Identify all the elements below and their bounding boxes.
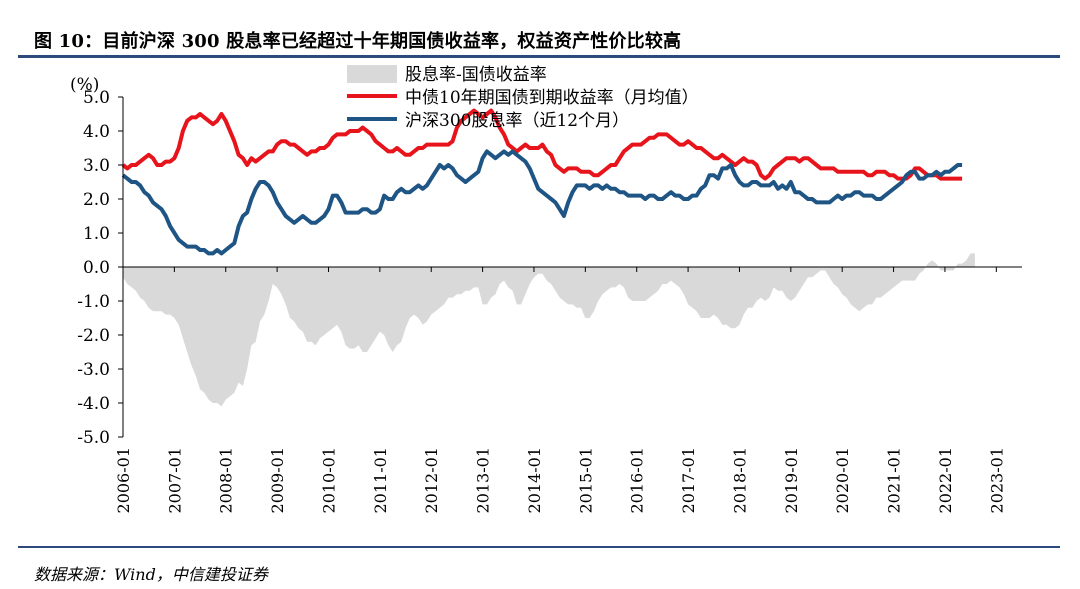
x-tick-label: 2017-01 [679, 447, 698, 513]
x-tick-label: 2021-01 [885, 447, 904, 513]
source-rule [18, 546, 1060, 548]
legend-label-dividend-yield: 沪深300股息率（近12个月） [405, 111, 629, 131]
series-line-bond-yield [121, 108, 963, 181]
x-tick-label: 2013-01 [474, 447, 493, 513]
x-tick-label: 2006-01 [114, 447, 133, 513]
x-tick-label: 2011-01 [371, 447, 390, 513]
x-tick-label: 2007-01 [165, 447, 184, 513]
y-tick-label: 0.0 [83, 258, 110, 278]
y-tick-label: -2.0 [77, 326, 110, 346]
x-tick-label: 2018-01 [730, 447, 749, 513]
y-tick-label: 3.0 [83, 156, 110, 176]
y-tick-label: -1.0 [77, 292, 110, 312]
y-tick-label: -3.0 [77, 360, 110, 380]
legend-swatch-spread [347, 65, 397, 83]
series-area-spread [123, 253, 975, 407]
y-tick-label: -4.0 [77, 394, 110, 414]
x-tick-label: 2012-01 [422, 447, 441, 513]
legend-swatch-dividend-yield [347, 117, 397, 121]
x-tick-label: 2023-01 [987, 447, 1006, 513]
figure-title: 图 10：目前沪深 300 股息率已经超过十年期国债收益率，权益资产性价比较高 [34, 31, 682, 52]
legend-label-spread: 股息率-国债收益率 [405, 65, 547, 85]
figure-source: 数据来源：Wind，中信建投证券 [34, 565, 268, 584]
x-tick-label: 2009-01 [268, 447, 287, 513]
x-tick-label: 2020-01 [833, 447, 852, 513]
y-tick-label: 4.0 [83, 122, 110, 142]
series-line-dividend-yield [121, 149, 963, 256]
y-tick-label: 1.0 [83, 224, 110, 244]
legend-swatch-bond-yield [347, 94, 397, 98]
x-tick-label: 2016-01 [628, 447, 647, 513]
x-tick-label: 2019-01 [782, 447, 801, 513]
x-tick-label: 2015-01 [576, 447, 595, 513]
y-tick-label: -5.0 [77, 428, 110, 448]
y-tick-label: 2.0 [83, 190, 110, 210]
y-unit-label: (%) [70, 75, 99, 95]
x-tick-label: 2008-01 [217, 447, 236, 513]
x-tick-label: 2014-01 [525, 447, 544, 513]
x-tick-label: 2022-01 [936, 447, 955, 513]
legend-label-bond-yield: 中债10年期国债到期收益率（月均值） [405, 88, 699, 108]
title-rule [18, 55, 1060, 58]
chart: 5.0 4.0 3.0 2.0 1.0 0.0 -1.0 -2.0 -3.0 -4.0 -5.0 (%… [70, 65, 1022, 513]
y-tick-label: 5.0 [83, 88, 110, 108]
x-tick-label: 2010-01 [319, 447, 338, 513]
